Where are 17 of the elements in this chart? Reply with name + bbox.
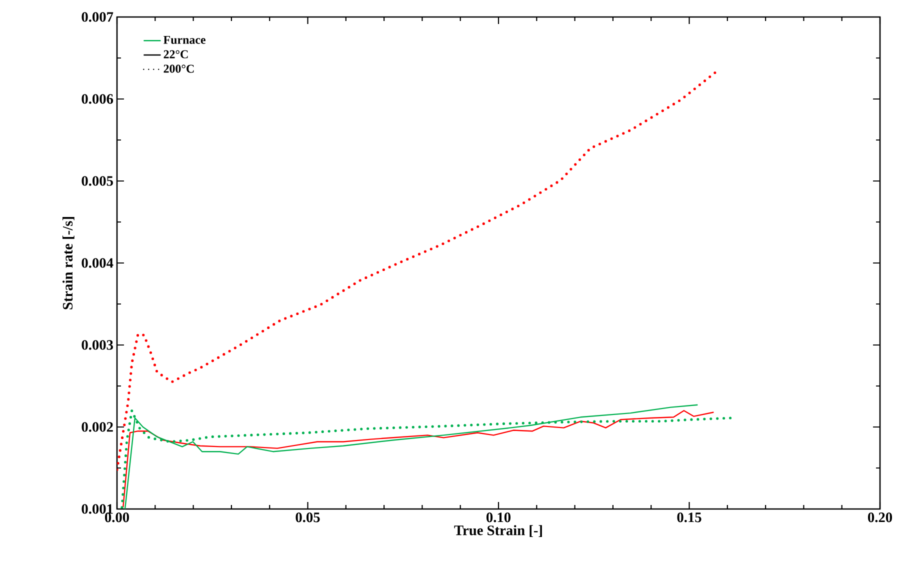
x-axis-title: True Strain [-] xyxy=(454,525,542,537)
x-tick-label: 0.00 xyxy=(104,512,130,522)
y-tick-label: 0.005 xyxy=(82,176,113,186)
y-tick-label: 0.002 xyxy=(82,422,113,432)
y-tick-label: 0.001 xyxy=(82,504,113,514)
x-tick-label: 0.20 xyxy=(868,512,892,522)
x-tick-label: 0.05 xyxy=(296,512,320,522)
legend-label: Furnace xyxy=(163,36,206,44)
x-tick-label: 0.15 xyxy=(677,512,702,522)
y-tick-label: 0.006 xyxy=(82,94,114,104)
x-tick-label: 0.10 xyxy=(486,512,511,522)
y-tick-label: 0.003 xyxy=(82,340,113,350)
y-tick-label: 0.004 xyxy=(82,258,114,268)
annotation: 22°C xyxy=(164,50,188,58)
annotation: 200°C xyxy=(164,64,194,73)
y-tick-label: 0.007 xyxy=(82,12,114,22)
y-axis-title: Strain rate [-/s] xyxy=(62,217,74,310)
